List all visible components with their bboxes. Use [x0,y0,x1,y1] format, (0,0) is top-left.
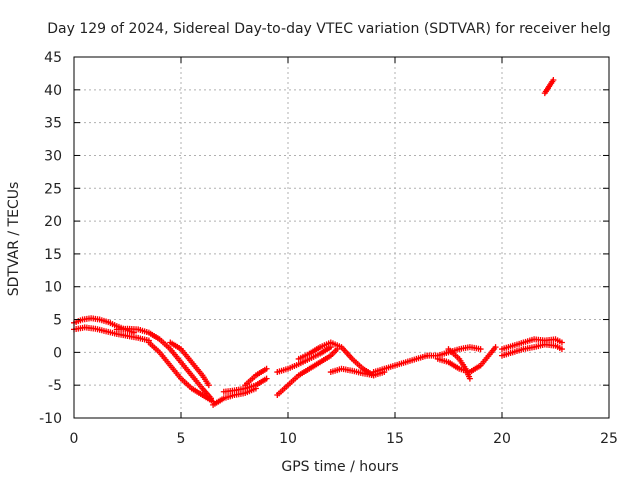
y-tick-label: 25 [44,181,62,197]
data-point [263,365,270,372]
y-tick-label: 35 [44,116,62,132]
data-point [558,339,565,346]
y-tick-label: 20 [44,214,62,230]
x-tick-label: 25 [600,431,618,447]
data-track-19 [541,76,557,97]
data-point [205,382,212,389]
data-point [466,375,473,382]
ticks: -10 -5 0 5 10 15 20 25 30 35 40 45 0 5 10 15 20 25 [39,50,618,447]
y-tick-label: 30 [44,148,62,164]
y-tick-label: 45 [44,50,62,66]
x-tick-label: 0 [70,431,79,447]
data-layer [71,76,565,408]
data-point [550,76,557,83]
data-track-11 [295,339,377,379]
data-track-14 [424,344,484,359]
data-track-8 [242,365,270,389]
y-tick-label: 15 [44,247,62,263]
plot-frame [73,56,610,419]
data-point [558,346,565,353]
data-track-17 [499,336,565,353]
data-track-6 [210,385,259,408]
y-tick-label: 5 [53,313,62,329]
x-tick-label: 15 [386,431,404,447]
x-axis-label: GPS time / hours [281,459,398,475]
data-track-13 [370,352,431,376]
data-track-16 [445,346,473,382]
data-point [477,346,484,353]
y-axis-label: SDTVAR / TECUs [6,182,22,297]
x-tick-label: 5 [177,431,186,447]
y-tick-label: 0 [53,345,62,361]
data-track-4 [145,339,217,405]
data-track-9 [274,346,341,399]
data-track-7 [220,375,270,395]
data-track-18 [499,341,565,359]
data-track-2 [71,324,152,344]
y-tick-label: -10 [39,411,62,427]
y-tick-label: -5 [48,378,62,394]
data-point [492,344,499,351]
data-track-12 [327,365,388,379]
data-point [263,375,270,382]
data-track-5 [167,339,212,389]
data-track-10 [274,344,334,376]
chart-title: Day 129 of 2024, Sidereal Day-to-day VTE… [47,21,610,37]
x-tick-label: 20 [493,431,511,447]
y-tick-label: 40 [44,83,62,99]
x-tick-label: 10 [279,431,297,447]
grid [74,57,609,418]
y-tick-label: 10 [44,280,62,296]
